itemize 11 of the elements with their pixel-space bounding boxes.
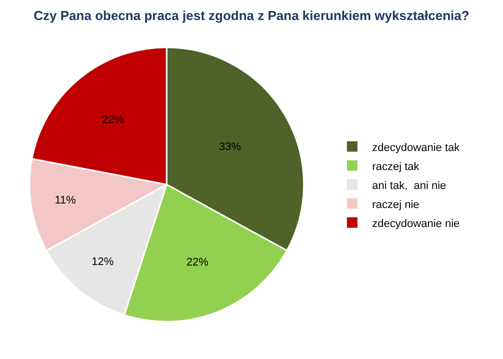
data-label: 22% [102, 114, 124, 126]
data-label: 12% [92, 256, 114, 268]
data-label: 22% [186, 256, 209, 268]
legend-label: raczej tak [372, 160, 420, 173]
chart-title: Czy Pana obecna praca jest zgodna z Pana kierunkiem wykształcenia? [34, 8, 470, 23]
legend-label: raczej nie [372, 198, 420, 211]
legend-label: zdecydowanie tak [372, 142, 460, 154]
data-label: 33% [218, 140, 242, 153]
legend-label: zdecydowanie nie [372, 218, 460, 230]
data-label: 11% [54, 194, 76, 207]
legend-label: ani tak, ani nie [372, 180, 446, 192]
